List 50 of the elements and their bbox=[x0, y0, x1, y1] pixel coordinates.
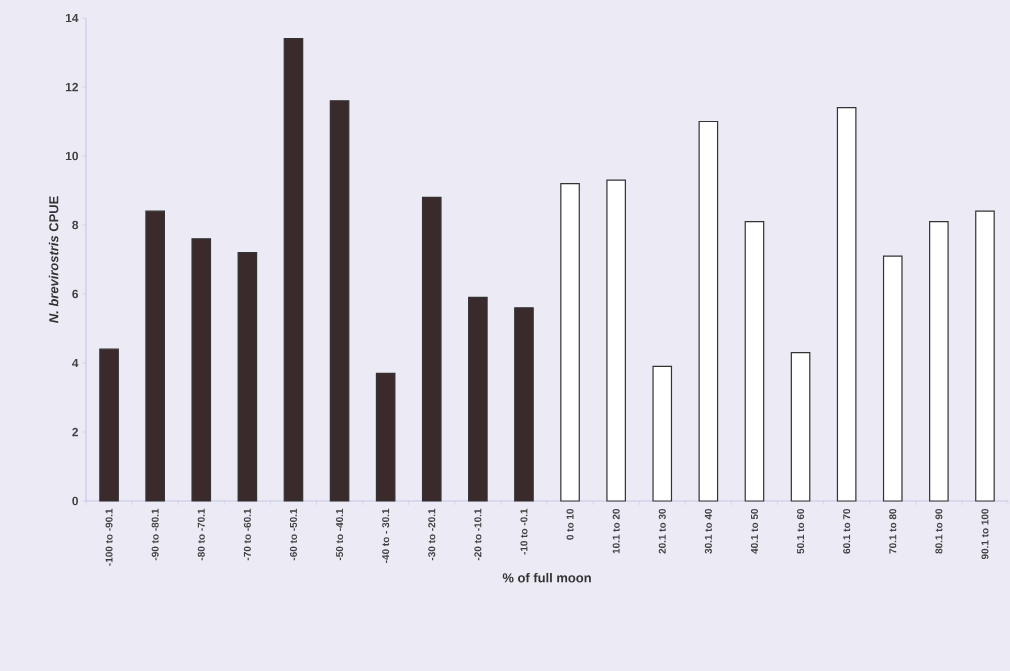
x-tick-label: -40 to - 30.1 bbox=[382, 508, 390, 563]
y-tick-label: 8 bbox=[72, 220, 79, 230]
bar bbox=[744, 220, 765, 502]
bar bbox=[468, 296, 488, 502]
y-tick-label: 4 bbox=[72, 358, 79, 368]
bar bbox=[514, 307, 534, 502]
bar bbox=[975, 210, 995, 502]
bar bbox=[882, 255, 903, 502]
x-tick-label: -30 to -20.1 bbox=[428, 508, 436, 561]
x-tick-label: -60 to -50.1 bbox=[289, 508, 297, 561]
y-tick-label: 10 bbox=[65, 151, 78, 161]
bar bbox=[191, 238, 212, 502]
y-tick-label: 14 bbox=[65, 13, 79, 23]
bar bbox=[836, 107, 857, 502]
x-tick-label: 30.1 to 40 bbox=[704, 508, 712, 554]
x-tick-label: -70 to -60.1 bbox=[243, 508, 251, 561]
x-axis-title: % of full moon bbox=[502, 572, 591, 583]
x-tick-label: -80 to -70.1 bbox=[197, 508, 205, 561]
bar bbox=[606, 179, 626, 502]
bar bbox=[929, 220, 949, 502]
bar bbox=[99, 348, 119, 502]
bar bbox=[283, 38, 304, 502]
x-tick-label: 50.1 to 60 bbox=[797, 508, 805, 554]
x-tick-label: 10.1 to 20 bbox=[612, 508, 620, 554]
x-tick-label: 0 to 10 bbox=[566, 508, 574, 540]
x-tick-label: 40.1 to 50 bbox=[750, 508, 758, 554]
x-tick-label: 70.1 to 80 bbox=[889, 508, 897, 554]
bar bbox=[421, 196, 442, 502]
bar bbox=[375, 372, 396, 502]
bar bbox=[145, 210, 165, 502]
x-tick-label: -100 to -90.1 bbox=[105, 508, 113, 566]
bar bbox=[237, 251, 258, 502]
x-tick-label: 20.1 to 30 bbox=[658, 508, 666, 554]
y-tick-label: 12 bbox=[65, 82, 79, 92]
x-tick-label: -10 to -0.1 bbox=[520, 508, 528, 555]
x-tick-label: -50 to -40.1 bbox=[336, 508, 344, 561]
y-tick-label: 0 bbox=[72, 496, 78, 506]
y-axis-title: N. brevirostris CPUE bbox=[48, 196, 59, 323]
x-tick-label: 80.1 to 90 bbox=[935, 508, 943, 554]
bar bbox=[560, 182, 580, 502]
x-tick-label: -20 to -10.1 bbox=[474, 508, 482, 561]
x-tick-label: -90 to -80.1 bbox=[151, 508, 159, 561]
bar bbox=[790, 352, 811, 502]
y-tick-label: 2 bbox=[72, 427, 79, 437]
x-tick-label: 90.1 to 100 bbox=[981, 508, 989, 560]
bar bbox=[698, 120, 719, 502]
y-tick-label: 6 bbox=[72, 289, 79, 299]
bar bbox=[329, 100, 350, 502]
bar bbox=[652, 365, 673, 502]
x-tick-label: 60.1 to 70 bbox=[843, 508, 851, 554]
